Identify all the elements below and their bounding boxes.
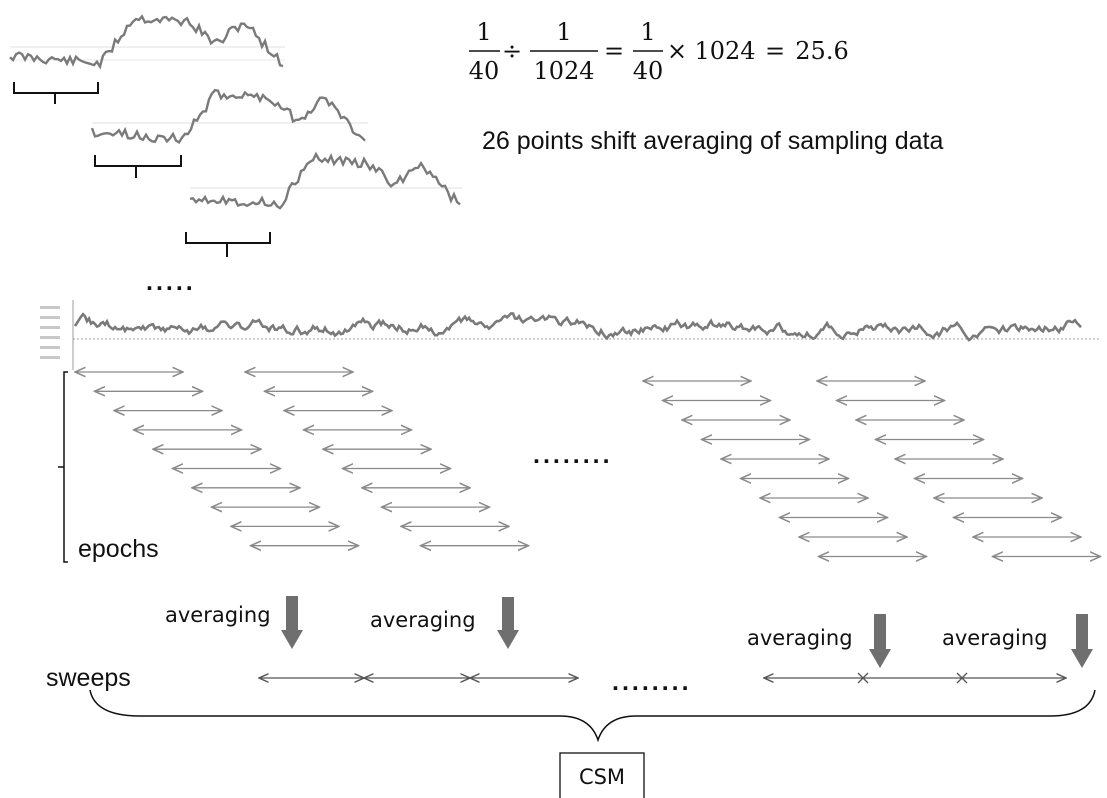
main-signal-trace (73, 312, 1082, 342)
epoch-arrows (75, 372, 1101, 557)
sample-windows: ..... (9, 14, 462, 296)
frac1-denominator: 40 (469, 57, 500, 85)
ellipsis-sweeps: ........ (612, 668, 692, 696)
window-bracket-2 (94, 155, 182, 178)
divide-sign: ÷ (502, 37, 522, 65)
ellipsis-windows: ..... (146, 268, 196, 296)
frac1-numerator: 1 (476, 18, 491, 46)
cross-mark-icon (857, 672, 869, 684)
cross-mark-icon (956, 672, 968, 684)
sample-signal-1 (9, 14, 284, 70)
down-arrow-icon (1071, 614, 1093, 668)
window-bracket-3 (185, 232, 271, 257)
epochs-label: epochs (78, 535, 159, 563)
factor: 1024 (694, 37, 755, 65)
averaging-group: averaging averaging averaging averaging (165, 596, 1093, 668)
curly-brace-icon (89, 689, 1096, 743)
down-arrow-icon (281, 596, 303, 649)
frac3-numerator: 1 (640, 18, 655, 46)
sweep-arrows (259, 672, 1066, 684)
down-arrow-icon (869, 614, 891, 668)
main-signal (40, 300, 1100, 370)
ellipsis-epochs: ........ (533, 441, 613, 469)
averaging-label-1: averaging (165, 603, 271, 627)
sample-signal-2 (90, 88, 366, 145)
csm-label: CSM (579, 765, 625, 789)
sample-window-2 (90, 88, 368, 145)
down-arrow-icon (497, 597, 519, 649)
frac3-denominator: 40 (633, 57, 664, 85)
averaging-label-4: averaging (942, 626, 1048, 650)
epochs-bracket (58, 371, 68, 563)
sample-window-1 (9, 14, 285, 70)
y-tick-labels (40, 306, 60, 359)
csm-box (559, 752, 645, 798)
frac2-denominator: 1024 (533, 57, 594, 85)
averaging-label-2: averaging (370, 608, 476, 632)
averaging-label-3: averaging (747, 626, 853, 650)
equals-sign: = (604, 37, 624, 65)
window-bracket-1 (13, 82, 99, 104)
caption: 26 points shift averaging of sampling da… (482, 127, 943, 155)
sample-signal-3 (189, 151, 461, 210)
sweeps-label: sweeps (46, 664, 131, 692)
equals-sign-2: = (765, 37, 785, 65)
result: 25.6 (795, 37, 848, 65)
frac2-numerator: 1 (556, 18, 571, 46)
equation: 1 40 ÷ 1 1024 = 1 40 × 1024 = 25.6 (469, 18, 849, 85)
sample-window-3 (189, 151, 462, 210)
times-sign: × (667, 37, 687, 65)
